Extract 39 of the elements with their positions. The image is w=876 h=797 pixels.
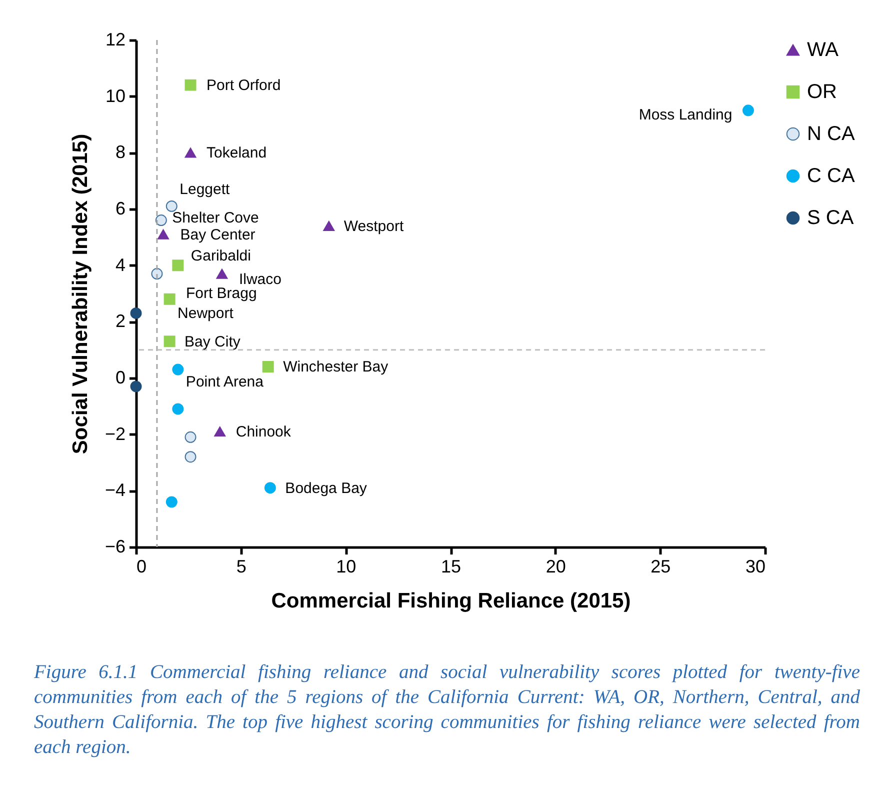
annotation: Leggett bbox=[180, 181, 231, 198]
x-tick-label: 5 bbox=[236, 556, 246, 576]
y-tick-label: −6 bbox=[104, 536, 126, 556]
annotation: Port Orford bbox=[206, 77, 281, 94]
x-tick-label: 10 bbox=[336, 556, 356, 576]
annotation: Bay City bbox=[184, 333, 241, 350]
annotation: Bay Center bbox=[180, 226, 256, 244]
caption: Figure 6.1.1 Commercial fishing reliance and social vulnerability scores plotted for twenty-five communities from each of the 5 regions of the California Current: WA, OR, Northern, Central, and Southern California. The top five highest scoring communities for fishing reliance were selected from each region. bbox=[34, 661, 860, 760]
y-tick-label: 4 bbox=[115, 254, 126, 275]
y-tick-label: 0 bbox=[115, 368, 126, 388]
y-tick-label: −4 bbox=[104, 480, 126, 500]
annotation: Bodega Bay bbox=[285, 480, 368, 497]
annotation: Moss Landing bbox=[638, 106, 732, 124]
annotation: Chinook bbox=[236, 424, 292, 441]
legend-label: C CA bbox=[807, 165, 856, 187]
x-axis-title: Commercial Fishing Reliance (2015) bbox=[271, 590, 631, 612]
x-tick-label: 0 bbox=[136, 556, 147, 576]
legend-label: WA bbox=[807, 39, 840, 61]
y-tick-label: 12 bbox=[105, 30, 126, 50]
legend-label: S CA bbox=[807, 207, 854, 229]
annotation: Winchester Bay bbox=[283, 358, 389, 376]
y-tick-label: 6 bbox=[115, 198, 126, 218]
annotation: Westport bbox=[344, 218, 404, 235]
annotation: Tokeland bbox=[206, 144, 267, 162]
annotation: Newport bbox=[178, 305, 234, 322]
x-tick-label: 20 bbox=[546, 556, 566, 576]
y-tick-label: 2 bbox=[115, 311, 126, 332]
x-tick-label: 25 bbox=[650, 556, 671, 576]
annotation: Garibaldi bbox=[190, 247, 251, 264]
legend-label: N CA bbox=[807, 123, 856, 145]
annotation: Point Arena bbox=[186, 374, 264, 391]
legend-label: OR bbox=[807, 81, 837, 103]
annotation: Shelter Cove bbox=[172, 209, 259, 226]
x-tick-label: 30 bbox=[745, 556, 766, 576]
y-tick-label: 8 bbox=[115, 142, 126, 162]
y-tick-label: −2 bbox=[104, 424, 126, 444]
y-axis-title: Social Vulnerability Index (2015) bbox=[68, 134, 92, 454]
y-tick-label: 10 bbox=[105, 86, 126, 106]
x-tick-label: 15 bbox=[440, 556, 462, 576]
